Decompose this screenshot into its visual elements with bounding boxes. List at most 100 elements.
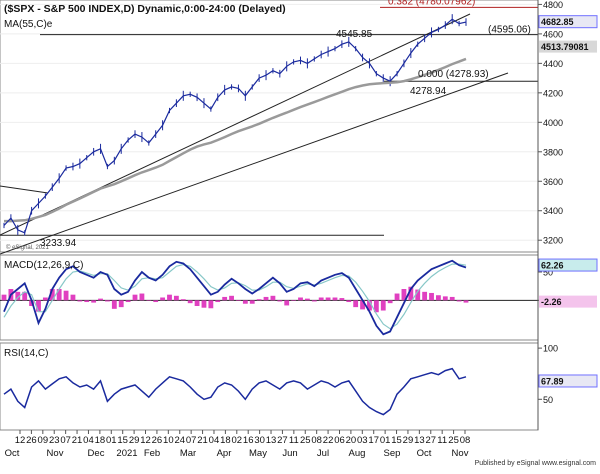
macd-histogram-bar — [408, 286, 414, 301]
start-low-annotation: 3233.94 — [40, 238, 77, 249]
macd-histogram-bar — [153, 300, 159, 303]
x-month-label: Mar — [180, 448, 196, 459]
x-day-label: 01 — [380, 435, 391, 446]
macd-hist-last-value: -2.26 — [541, 297, 562, 307]
x-day-label: 26 — [26, 435, 37, 446]
macd-histogram-bar — [132, 294, 138, 301]
macd-histogram-bar — [394, 293, 400, 301]
macd-histogram-bar — [263, 296, 269, 301]
x-day-label: 27 — [425, 435, 436, 446]
macd-histogram-bar — [98, 298, 103, 301]
rsi-last-value-bg — [538, 374, 598, 388]
rsi-last-value: 67.89 — [541, 376, 564, 386]
fib-0382-label: 0.382 (4780.07962) — [388, 0, 475, 7]
last-price-value-bg — [538, 15, 598, 29]
macd-histogram-bar — [367, 300, 372, 311]
x-day-label: 30 — [254, 435, 265, 446]
macd-histogram-bar — [298, 297, 303, 301]
price-layer: 0.382 (4780.07962) (4595.06) 0.000 (4278.9… — [0, 0, 538, 255]
small-trendline — [0, 185, 49, 194]
macd-histogram-bar — [84, 300, 90, 303]
rsi-tick-label: 100 — [543, 344, 558, 354]
x-day-label: 24 — [174, 435, 185, 446]
x-month-label: Nov — [47, 448, 64, 459]
macd-histogram-bar — [42, 297, 48, 301]
x-day-label: 15 — [117, 435, 128, 446]
macd-histogram-bar — [401, 289, 407, 301]
macd-histogram-bar — [187, 300, 193, 304]
macd-histogram-bar — [146, 300, 152, 301]
x-day-label: 13 — [414, 435, 425, 446]
x-month-label: Jul — [317, 448, 329, 459]
macd-histogram-bar — [180, 299, 186, 301]
macd-histogram-bar — [436, 295, 441, 301]
macd-histogram-bar — [339, 298, 345, 301]
macd-histogram-bar — [318, 297, 324, 301]
macd-histogram-bar — [242, 300, 248, 304]
x-day-label: 12 — [140, 435, 151, 446]
macd-histogram-bar — [173, 295, 179, 301]
x-day-label: 07 — [186, 435, 197, 446]
axis-layer: 3200 3400 3600 3800 4000 4200 4400 4600 4800 50 01… — [5, 0, 598, 459]
macd-histogram-bar — [118, 300, 124, 308]
x-day-label: 04 — [209, 435, 220, 446]
macd-histogram-bar — [256, 299, 262, 301]
macd-layer — [0, 259, 538, 336]
x-month-label: Dec — [88, 448, 105, 459]
macd-histogram-bar — [311, 300, 317, 302]
macd-last-value: 62.26 — [541, 261, 564, 271]
macd-histogram-bar — [56, 289, 62, 301]
x-day-label: 29 — [129, 435, 140, 446]
x-day-label: 13 — [266, 435, 277, 446]
macd-histogram-bar — [208, 300, 214, 309]
price-tick-label: 3200 — [543, 236, 563, 246]
x-day-label: 10 — [163, 435, 174, 446]
macd-title: MACD(12,26,9,C) — [4, 260, 83, 271]
macd-histogram-bar — [442, 296, 448, 301]
macd-histogram-bar — [429, 292, 434, 301]
x-month-label: Oct — [5, 448, 20, 459]
x-day-label: 02 — [232, 435, 243, 446]
macd-histogram-bar — [91, 300, 97, 303]
x-day-label: 08 — [311, 435, 322, 446]
macd-histogram-bar — [304, 298, 310, 301]
price-tick-label: 4800 — [543, 0, 563, 10]
price-line — [3, 18, 467, 234]
low-annotation: 4278.94 — [410, 86, 447, 97]
macd-last-value-bg — [538, 258, 598, 272]
macd-histogram-bar — [15, 291, 21, 301]
macd-histogram-bar — [463, 300, 469, 303]
x-day-label: 27 — [277, 435, 288, 446]
macd-histogram-bar — [249, 300, 255, 304]
x-month-label: Feb — [144, 448, 160, 459]
macd-histogram-bar — [387, 300, 393, 304]
x-month-label: Nov — [452, 448, 469, 459]
macd-histogram-bar — [63, 290, 69, 301]
x-day-label: 01 — [106, 435, 117, 446]
macd-histogram-bar — [36, 300, 41, 312]
macd-histogram-bar — [415, 289, 421, 301]
macd-histogram-bar — [422, 291, 428, 301]
x-day-label: 09 — [38, 435, 49, 446]
x-month-label: 2021 — [116, 448, 137, 459]
macd-histogram-bar — [332, 297, 338, 301]
macd-panel-frame — [0, 254, 539, 341]
x-day-label: 20 — [346, 435, 357, 446]
x-month-label: May — [249, 448, 267, 459]
fib-0000-label: 0.000 (4278.93) — [418, 69, 489, 80]
x-day-label: 18 — [220, 435, 231, 446]
macd-line — [3, 259, 467, 336]
x-day-label: 12 — [15, 435, 26, 446]
x-day-label: 15 — [391, 435, 402, 446]
macd-histogram-bar — [194, 300, 200, 306]
macd-histogram-bar — [291, 300, 297, 301]
macd-histogram-bar — [1, 294, 7, 301]
macd-histogram-bar — [201, 300, 207, 308]
ma-last-value: 4513.79081 — [541, 42, 589, 52]
macd-histogram-bar — [360, 300, 365, 310]
price-tick-label: 4600 — [543, 29, 563, 39]
lower-channel-line — [0, 72, 509, 255]
price-tick-label: 3400 — [543, 206, 563, 216]
